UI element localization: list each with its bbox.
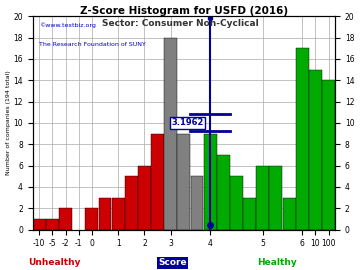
Text: Score: Score: [158, 258, 187, 267]
Bar: [309, 70, 322, 230]
Bar: [230, 176, 243, 230]
Bar: [112, 198, 125, 230]
Bar: [138, 166, 151, 230]
Text: ©www.textbiz.org: ©www.textbiz.org: [39, 23, 96, 28]
Bar: [177, 134, 190, 230]
Bar: [85, 208, 98, 230]
Text: Healthy: Healthy: [257, 258, 297, 267]
Bar: [204, 134, 217, 230]
Bar: [99, 198, 112, 230]
Y-axis label: Number of companies (194 total): Number of companies (194 total): [5, 70, 10, 175]
Bar: [164, 38, 177, 230]
Text: Sector: Consumer Non-Cyclical: Sector: Consumer Non-Cyclical: [102, 19, 258, 28]
Bar: [46, 219, 59, 230]
Bar: [33, 219, 46, 230]
Title: Z-Score Histogram for USFD (2016): Z-Score Histogram for USFD (2016): [80, 6, 288, 16]
Bar: [125, 176, 138, 230]
Bar: [296, 48, 309, 230]
Bar: [256, 166, 269, 230]
Text: Unhealthy: Unhealthy: [28, 258, 80, 267]
Bar: [190, 176, 203, 230]
Bar: [59, 208, 72, 230]
Bar: [151, 134, 164, 230]
Bar: [243, 198, 256, 230]
Bar: [217, 155, 230, 230]
Text: The Research Foundation of SUNY: The Research Foundation of SUNY: [39, 42, 145, 47]
Text: 3.1962: 3.1962: [171, 119, 204, 127]
Bar: [322, 80, 335, 229]
Bar: [283, 198, 296, 230]
Bar: [270, 166, 282, 230]
